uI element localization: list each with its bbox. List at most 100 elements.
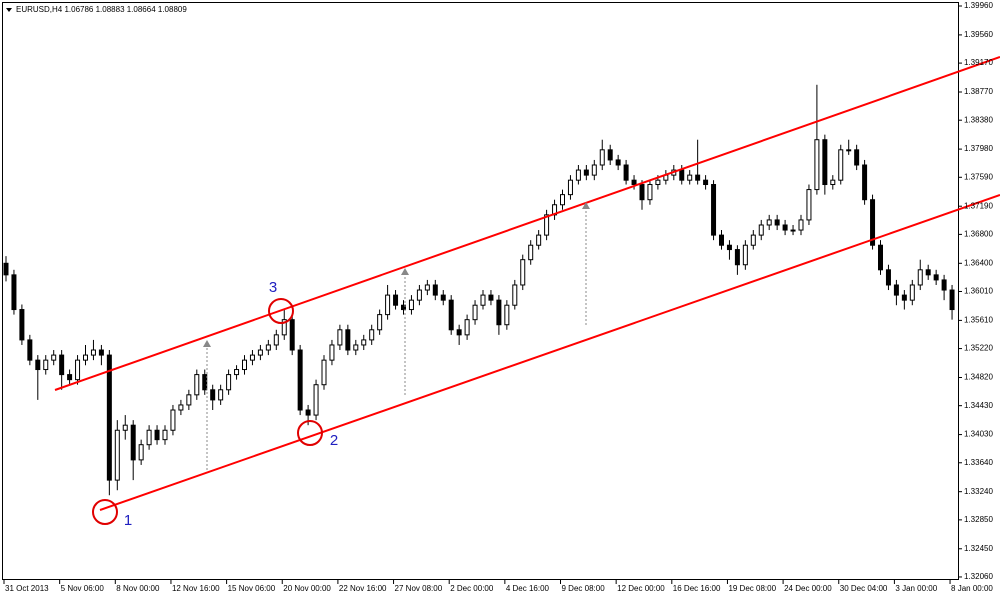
x-tick-label: 19 Dec 08:00 [728, 584, 776, 593]
candle-body [313, 384, 319, 416]
candle-body [933, 274, 939, 281]
x-tick-label: 8 Nov 00:00 [116, 584, 160, 593]
candle-body [798, 219, 804, 231]
candle-body [567, 179, 573, 196]
candle-body [925, 269, 931, 276]
candle-body [607, 149, 613, 161]
x-tick-label: 9 Dec 08:00 [562, 584, 606, 593]
candle-body [11, 274, 17, 311]
candle-body [528, 244, 534, 261]
candle-body [806, 189, 812, 221]
candle-body [75, 359, 81, 381]
candle-body [822, 139, 828, 186]
candle-body [599, 149, 605, 166]
y-tick-label: 1.36010 [964, 287, 993, 296]
candle-body [456, 329, 462, 336]
candle-body [130, 424, 136, 461]
x-tick-label: 4 Dec 16:00 [506, 584, 550, 593]
candle-body [941, 279, 947, 291]
candle-body [226, 374, 232, 391]
y-tick-label: 1.34820 [964, 373, 993, 382]
candle-body [583, 169, 589, 176]
candle-body [154, 429, 160, 441]
candle-body [289, 319, 295, 351]
candle-body [766, 219, 772, 226]
candle-body [742, 244, 748, 266]
candle-body [59, 354, 65, 376]
candle-body [655, 179, 661, 186]
candle-body [345, 329, 351, 351]
annotation-label: 3 [269, 279, 277, 296]
candle-body [726, 244, 732, 251]
candle-body [575, 169, 581, 181]
annotation-label: 2 [330, 432, 338, 449]
candle-body [321, 359, 327, 386]
annotation-label: 1 [124, 512, 132, 529]
candle-body [520, 259, 526, 286]
candle-body [401, 304, 406, 311]
candle-body [782, 224, 788, 231]
candle-body [83, 354, 88, 361]
candle-body [210, 389, 216, 401]
candle-body [257, 349, 263, 356]
x-tick-label: 12 Nov 16:00 [172, 584, 220, 593]
candle-body [138, 444, 144, 461]
x-tick-label: 2 Dec 00:00 [450, 584, 494, 593]
candle-body [90, 349, 96, 356]
candle-body [202, 374, 208, 391]
candle-body [281, 319, 287, 336]
marker-circle [268, 298, 294, 324]
candle-body [393, 294, 399, 306]
candle-body [178, 404, 184, 411]
candle-body [623, 164, 629, 181]
candle-body [544, 214, 550, 236]
x-tick-label: 27 Nov 08:00 [395, 584, 443, 593]
y-tick-label: 1.33640 [964, 458, 993, 467]
candle-body [949, 289, 955, 311]
candle-body [504, 304, 510, 326]
candle-body [488, 294, 494, 301]
candle-body [35, 359, 41, 371]
candle-body [194, 374, 200, 396]
candle-body [416, 289, 422, 301]
candle-body [432, 284, 438, 296]
candle-body [536, 234, 542, 246]
y-tick-label: 1.36400 [964, 258, 993, 267]
candle-body [893, 284, 899, 296]
candle-body [218, 389, 224, 401]
x-tick-label: 22 Nov 16:00 [339, 584, 387, 593]
candle-body [424, 284, 430, 291]
candle-body [297, 349, 303, 411]
candle-body [591, 164, 597, 176]
candle-body [265, 344, 271, 351]
candle-body [560, 194, 565, 206]
y-tick-label: 1.32060 [964, 572, 993, 581]
candle-body [862, 164, 868, 201]
candle-body [361, 339, 367, 346]
arrows [203, 202, 590, 470]
candle-body [408, 299, 414, 311]
arrow-head [401, 268, 409, 275]
candle-body [162, 429, 168, 441]
candle-body [774, 219, 780, 226]
candle-body [329, 344, 335, 361]
y-tick-label: 1.36800 [964, 229, 993, 238]
candle-body [878, 244, 883, 271]
y-tick-label: 1.38770 [964, 87, 993, 96]
candle-body [647, 184, 653, 201]
candle-body [114, 429, 120, 481]
candle-body [27, 339, 33, 361]
candle-body [242, 359, 247, 371]
arrow-head [582, 202, 590, 209]
candle-body [679, 169, 685, 181]
candle-body [440, 294, 446, 301]
candle-body [703, 179, 709, 186]
y-tick-label: 1.37190 [964, 201, 993, 210]
candle-body [631, 179, 637, 186]
arrow-head [203, 340, 211, 347]
candle-body [369, 329, 375, 341]
upper-channel-line [54, 56, 1000, 391]
candle-body [67, 374, 73, 381]
